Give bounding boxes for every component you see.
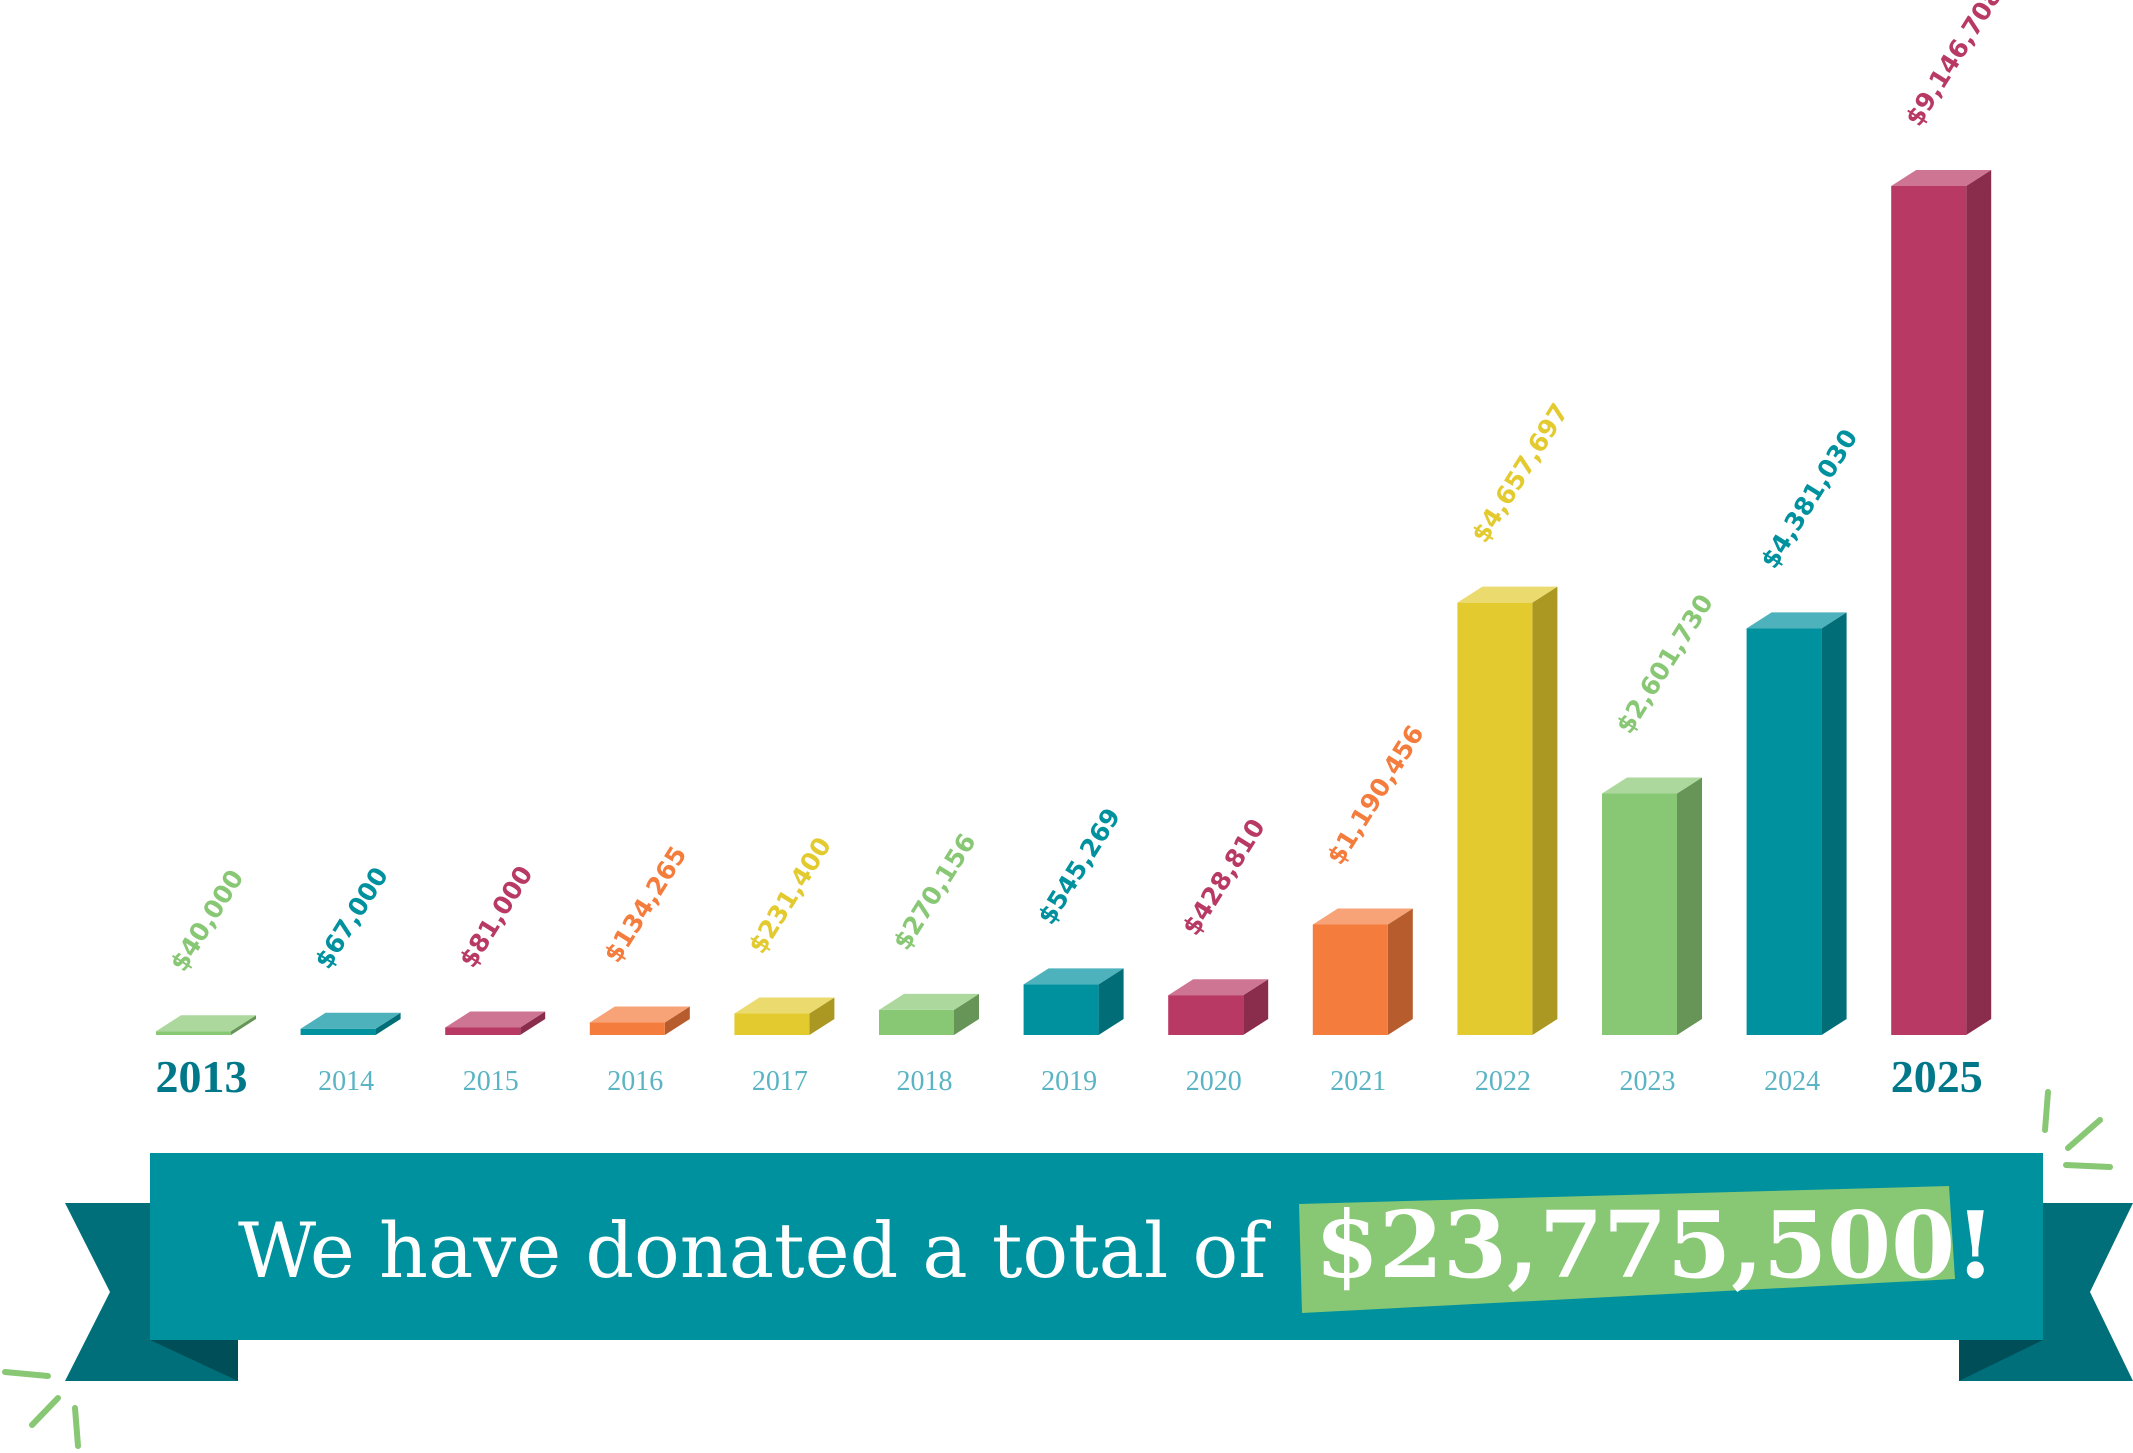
bar-side <box>664 1006 690 1035</box>
banner-total: $23,775,500! <box>1315 1191 1996 1299</box>
value-label: $545,269 <box>1032 803 1126 930</box>
bar-top <box>1602 777 1702 794</box>
sparkle <box>29 1395 61 1428</box>
bar-top <box>1457 586 1558 603</box>
bar-top <box>1312 908 1413 925</box>
x-tick-label: 2022 <box>1475 1066 1531 1097</box>
bar-top <box>1168 979 1269 996</box>
bar <box>734 1013 810 1035</box>
bar <box>156 1031 231 1035</box>
bar <box>1746 628 1822 1035</box>
bar-top <box>1023 968 1124 985</box>
bar-side <box>954 993 979 1035</box>
x-tick-label: 2016 <box>607 1066 663 1097</box>
ribbon-fold <box>150 1340 238 1381</box>
bar-side <box>1966 170 1992 1035</box>
bar-top <box>589 1006 690 1023</box>
sparkle <box>2065 1117 2103 1151</box>
bar-top <box>1891 170 1992 186</box>
sparkle <box>2063 1162 2113 1170</box>
bar-top <box>445 1011 546 1028</box>
x-tick-label: 2014 <box>318 1066 374 1097</box>
x-tick-label: 2020 <box>1186 1066 1242 1097</box>
value-label: $2,601,730 <box>1610 589 1718 738</box>
sparkle <box>2 1369 51 1379</box>
bar <box>1891 186 1967 1035</box>
bar-side <box>1821 612 1847 1035</box>
sparkle <box>72 1405 81 1449</box>
bar <box>879 1009 954 1035</box>
value-label: $67,000 <box>309 862 394 974</box>
ribbon-fold <box>1959 1340 2043 1381</box>
ribbon <box>65 1153 2133 1381</box>
x-tick-label: 2024 <box>1764 1066 1820 1097</box>
x-tick-label: 2017 <box>752 1066 808 1097</box>
value-label: $270,156 <box>887 828 981 955</box>
bar-top <box>879 993 979 1010</box>
value-label: $231,400 <box>743 832 837 959</box>
value-label: $4,381,030 <box>1755 424 1863 573</box>
bar <box>1457 602 1533 1035</box>
bar-side <box>1677 777 1702 1035</box>
bar <box>589 1022 665 1035</box>
value-label: $81,000 <box>454 861 539 973</box>
x-tick-label: 2018 <box>897 1066 953 1097</box>
value-label: $1,190,456 <box>1321 720 1429 869</box>
bar <box>1602 793 1677 1035</box>
value-label: $4,657,697 <box>1466 398 1574 547</box>
value-label: $428,810 <box>1177 814 1271 941</box>
x-tick-label: 2015 <box>463 1066 519 1097</box>
bar-side <box>809 997 835 1035</box>
x-tick-label: 2021 <box>1330 1066 1386 1097</box>
bar-side <box>520 1011 546 1035</box>
bar-top <box>300 1012 401 1029</box>
bar <box>1168 995 1244 1035</box>
bar-side <box>1098 968 1124 1035</box>
bar <box>1023 984 1099 1035</box>
bar-top <box>1746 612 1847 629</box>
total-highlight <box>1299 1186 1955 1313</box>
sparkle <box>2042 1089 2051 1133</box>
value-label: $134,265 <box>598 841 692 968</box>
x-tick-label: 2025 <box>1891 1051 1983 1102</box>
bar-side <box>1387 908 1413 1035</box>
bar-side <box>375 1012 401 1035</box>
x-tick-label: 2023 <box>1620 1066 1676 1097</box>
bar <box>300 1028 376 1035</box>
value-label: $9,146,708 <box>1900 0 2008 131</box>
bar <box>445 1027 521 1035</box>
bar-side <box>1243 979 1269 1035</box>
bar-side <box>1532 586 1558 1035</box>
bar-top <box>156 1015 256 1032</box>
bar <box>1312 924 1388 1035</box>
bar-side <box>231 1015 256 1035</box>
value-label: $40,000 <box>164 865 249 977</box>
banner-text: We have donated a total of <box>238 1206 1271 1295</box>
bar-top <box>734 997 835 1014</box>
sparkles <box>2 1089 2113 1449</box>
x-tick-label: 2019 <box>1041 1066 1097 1097</box>
x-tick-label: 2013 <box>156 1051 248 1102</box>
